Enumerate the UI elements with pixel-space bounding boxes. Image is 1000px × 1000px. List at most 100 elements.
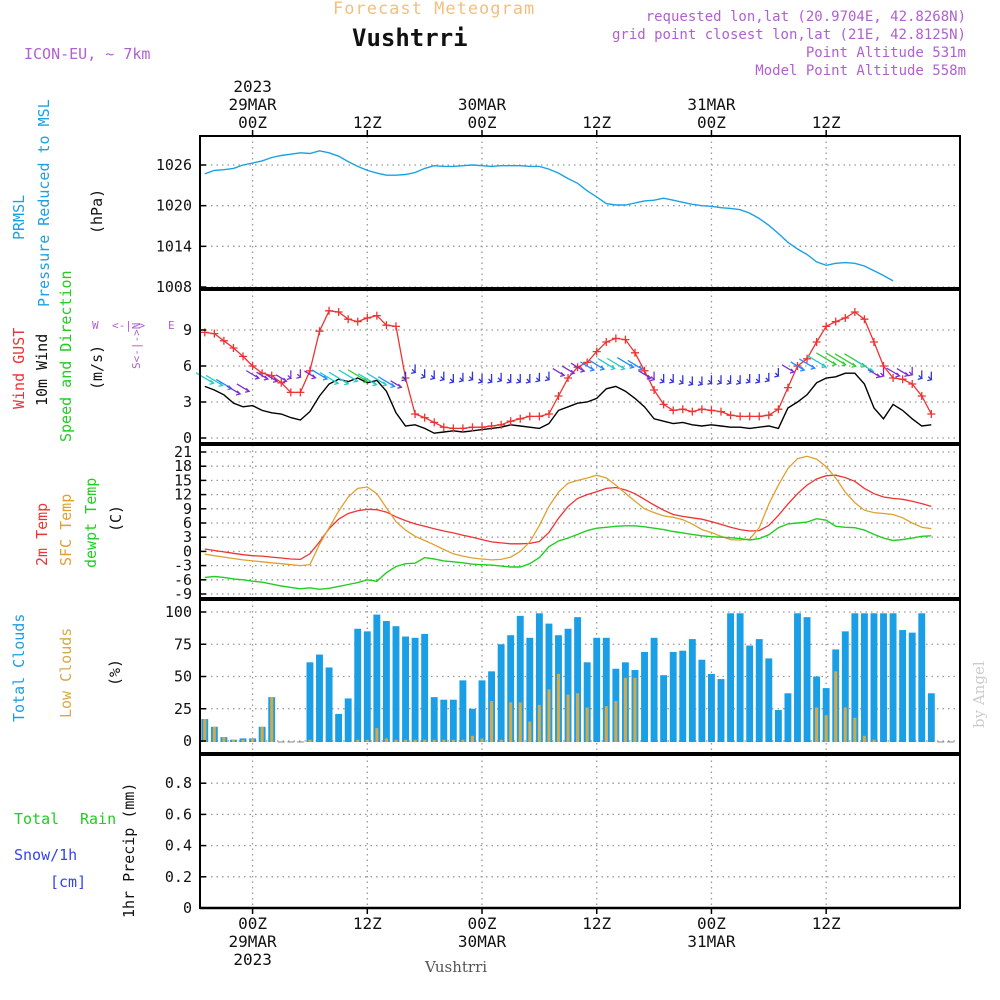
cloud-low-bar <box>384 738 388 742</box>
cloud-total-bar <box>516 615 524 742</box>
wind-gust-marker <box>229 344 238 352</box>
cloud-low-bar <box>231 739 236 742</box>
x-top-label: 2023 <box>233 77 272 96</box>
cloud-total-bar <box>660 675 668 742</box>
y-tick-label: 0 <box>183 899 192 917</box>
y-tick-label: 0 <box>183 542 192 560</box>
cloud-low-bar <box>843 707 847 742</box>
wind-gust-marker <box>382 321 391 330</box>
wind-arrow-head <box>401 376 407 382</box>
wind-arrow-head <box>599 365 606 371</box>
wind-direction-arrow <box>834 353 856 367</box>
wind-direction-arrow <box>195 372 214 384</box>
wind-gust-label: Wind GUST <box>10 327 28 409</box>
cloud-total-bar <box>870 613 878 742</box>
x-bottom-label: 00Z <box>697 914 726 933</box>
wind-direction-arrow <box>616 356 634 368</box>
point-altitude: Point Altitude 531m <box>805 45 966 61</box>
wind-gust-marker <box>344 315 353 324</box>
cloud-total-bar <box>459 680 467 742</box>
wind-gust-marker <box>420 413 429 422</box>
y-tick-label: -3 <box>174 557 192 575</box>
wind-gust-marker <box>678 405 687 414</box>
wind-gust-marker <box>210 329 219 338</box>
y-tick-label: 50 <box>174 668 192 686</box>
cloud-total-bar <box>822 688 830 742</box>
wind-arrow-head <box>458 377 465 383</box>
wind-arrow-head <box>649 376 656 382</box>
wind-arrow-head <box>688 380 694 387</box>
y-tick-label: 0 <box>183 732 192 750</box>
closest-coords: grid point closest lon,lat (21E, 42.8125… <box>611 27 966 43</box>
cloud-total-bar <box>363 631 371 742</box>
wind-arrow-head <box>344 380 350 386</box>
cloud-total-bar <box>774 710 782 742</box>
cloud-low-bar <box>585 707 589 742</box>
wind-arrow-head <box>296 373 302 379</box>
model-altitude: Model Point Altitude 558m <box>755 63 966 79</box>
wind-arrow-head <box>716 379 723 385</box>
wind-direction-arrow <box>338 369 358 382</box>
wind-arrow-head <box>764 377 771 383</box>
wind-gust-marker <box>650 386 659 394</box>
wind-arrow-head <box>735 379 742 385</box>
cloud-low-bar <box>251 738 255 742</box>
wind-direction-arrow <box>825 352 846 366</box>
wind-gust-marker <box>860 315 869 324</box>
cloud-low-bar <box>356 739 360 742</box>
cloud-total-bar <box>860 613 868 742</box>
wind-arrow-head <box>831 361 838 367</box>
wind-arrow-head <box>516 378 522 384</box>
temp-dewpt-line <box>204 517 932 591</box>
temp-unit-label: (C) <box>107 504 125 532</box>
x-top-label: 30MAR <box>458 95 507 114</box>
wind-arrow-head <box>311 374 317 380</box>
cloud-total-bar <box>449 699 457 742</box>
axis-ticks: 10081014102010260369-9-6-303691215182102… <box>156 77 841 969</box>
y-tick-label: 0.2 <box>165 868 192 886</box>
wind-gust-marker <box>917 392 926 400</box>
x-top-label: 12Z <box>812 113 841 132</box>
cloud-low-bar <box>403 739 408 742</box>
wind-speed-direction-label: Speed and Direction <box>57 270 75 442</box>
cloud-total-bar <box>392 626 400 742</box>
requested-coords: requested lon,lat (20.9704E, 42.8268N) <box>645 9 966 25</box>
wind-direction-arrow <box>627 359 643 370</box>
cloud-total-bar <box>880 613 887 742</box>
cloud-total-bar <box>717 679 725 742</box>
wind-arrow-head <box>638 365 644 371</box>
cloud-total-bar <box>784 693 792 742</box>
wind-10m-label: 10m Wind <box>33 333 51 406</box>
y-tick-label: 12 <box>174 486 192 504</box>
cloud-low-bar <box>614 701 618 742</box>
wind-gust-marker <box>554 392 563 400</box>
wind-gust-marker <box>755 412 764 421</box>
x-bottom-label: 31MAR <box>687 932 736 951</box>
cloud-low-bar <box>556 673 561 742</box>
wind-gust-marker <box>640 366 649 375</box>
wind-gust-marker <box>239 352 248 361</box>
wind-gust-marker <box>726 411 735 420</box>
wind-arrow-head <box>589 366 596 372</box>
cloud-low-bar <box>260 726 264 742</box>
x-bottom-label: 12Z <box>582 914 611 933</box>
y-tick-label: 15 <box>174 471 192 489</box>
wind-arrow-head <box>851 362 857 368</box>
x-top-label: 00Z <box>697 113 726 132</box>
cloud-total-bar <box>669 651 677 742</box>
wind-arrow-head <box>439 376 446 382</box>
wind-arrow-head <box>755 378 761 384</box>
wind-gust-marker <box>325 306 334 315</box>
y-tick-label: 3 <box>183 393 192 411</box>
wind-direction-arrow <box>311 369 328 380</box>
wind-arrow-head <box>570 369 576 375</box>
cloud-low-bar <box>423 739 427 742</box>
wind-arrow-head <box>646 374 652 380</box>
cloud-total-bar <box>908 632 916 742</box>
cloud-total-bar <box>325 667 333 742</box>
wind-arrow-head <box>333 379 340 386</box>
precip-snow-unit: [cm] <box>50 873 87 891</box>
cloud-total-bar <box>688 639 696 742</box>
temp-dewpt-label: dewpt Temp <box>82 477 100 568</box>
cloud-low-bar <box>375 728 379 742</box>
